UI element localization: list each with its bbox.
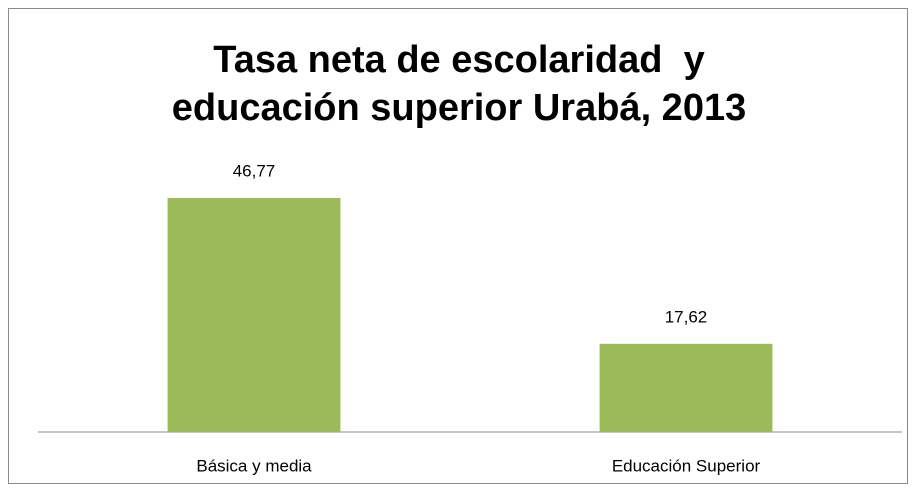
bar	[599, 343, 773, 432]
x-tick-label: Educación Superior	[612, 456, 761, 475]
chart-title: Tasa neta de escolaridad y educación sup…	[171, 39, 747, 129]
chart-frame	[8, 8, 908, 484]
data-label: 46,77	[233, 161, 276, 180]
x-tick-label: Básica y media	[196, 456, 312, 475]
data-label: 17,62	[665, 307, 708, 326]
bar	[167, 198, 341, 432]
